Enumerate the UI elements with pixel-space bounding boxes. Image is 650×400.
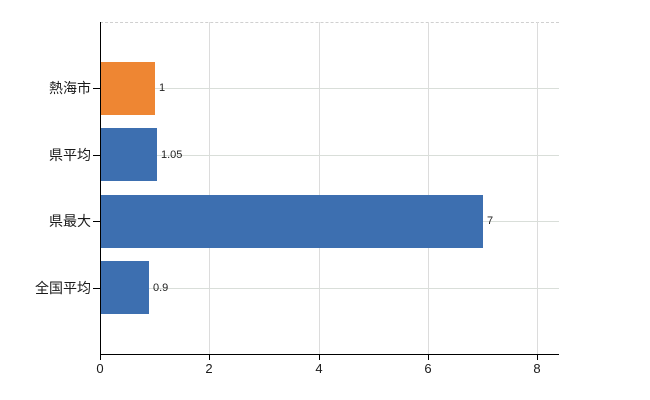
bar-value-label: 1 bbox=[159, 82, 166, 94]
x-axis-tick bbox=[428, 354, 429, 360]
x-axis-tick bbox=[209, 354, 210, 360]
x-tick-label: 6 bbox=[424, 361, 432, 376]
bar-県平均 bbox=[100, 128, 157, 181]
category-tick bbox=[93, 88, 100, 89]
x-axis-line bbox=[100, 354, 559, 355]
x-axis-tick bbox=[537, 354, 538, 360]
y-axis-line bbox=[100, 22, 101, 360]
h-gridline bbox=[100, 155, 559, 156]
x-tick-label: 2 bbox=[205, 361, 213, 376]
x-tick-label: 4 bbox=[315, 361, 323, 376]
category-tick bbox=[93, 155, 100, 156]
bar-value-label: 1.05 bbox=[161, 149, 183, 161]
plot-top-border bbox=[100, 22, 559, 23]
category-label: 全国平均 bbox=[35, 280, 91, 296]
category-tick bbox=[93, 221, 100, 222]
bar-熱海市 bbox=[100, 62, 155, 115]
bar-県最大 bbox=[100, 195, 483, 248]
v-gridline bbox=[537, 22, 538, 354]
plot-area: 1 1.05 7 0.9 bbox=[100, 22, 559, 354]
x-axis-tick bbox=[319, 354, 320, 360]
category-label: 県平均 bbox=[49, 147, 91, 163]
x-tick-label: 8 bbox=[533, 361, 541, 376]
bar-全国平均 bbox=[100, 261, 149, 314]
v-gridline bbox=[428, 22, 429, 354]
category-tick bbox=[93, 288, 100, 289]
h-gridline bbox=[100, 288, 559, 289]
h-gridline bbox=[100, 88, 559, 89]
category-label: 県最大 bbox=[49, 213, 91, 229]
bar-value-label: 7 bbox=[487, 215, 494, 227]
bar-value-label: 0.9 bbox=[153, 282, 169, 294]
v-gridline bbox=[209, 22, 210, 354]
v-gridline bbox=[319, 22, 320, 354]
category-label: 熱海市 bbox=[49, 80, 91, 96]
x-tick-label: 0 bbox=[96, 361, 104, 376]
